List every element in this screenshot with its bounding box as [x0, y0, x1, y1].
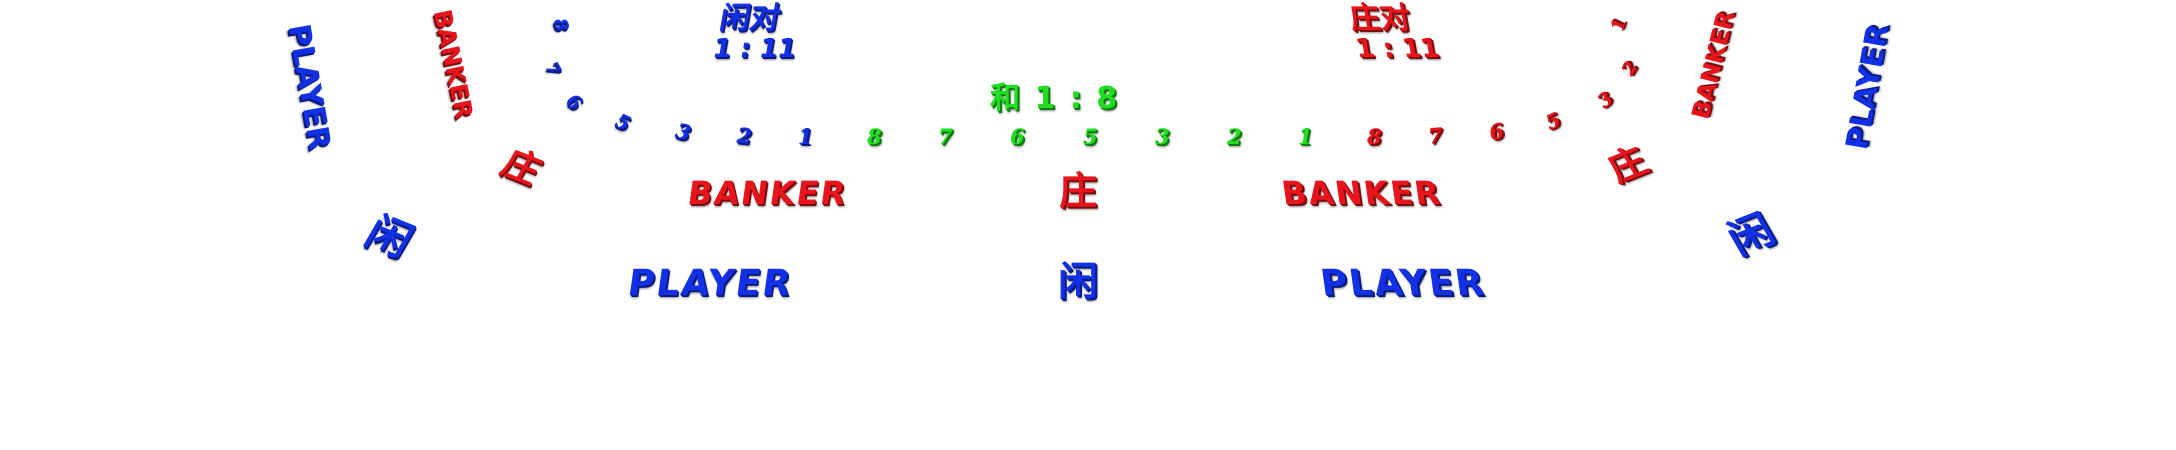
seat-number-red-2: 2	[1617, 58, 1643, 80]
seat-number-green-6: 6	[1010, 124, 1025, 149]
seat-number-blue-1: 1	[798, 124, 813, 149]
player-arc-cn-left[interactable]: 闲	[357, 207, 422, 266]
player-bet-label-cn[interactable]: 闲	[1058, 259, 1098, 305]
seat-number-red-1: 1	[1607, 16, 1631, 34]
seat-number-blue-3: 3	[673, 117, 694, 146]
right-player-side-label: PLAYER	[1839, 21, 1897, 153]
player-bet-label-left[interactable]: PLAYER	[625, 263, 796, 304]
seat-number-green-8: 8	[867, 124, 882, 149]
seat-number-green-3: 3	[1155, 124, 1170, 149]
seat-number-blue-2: 2	[735, 122, 753, 149]
player-pair-odds: 1 : 11	[710, 34, 799, 64]
seat-number-blue-8: 8	[548, 16, 573, 34]
banker-bet-label-left[interactable]: BANKER	[685, 174, 850, 212]
banker-arc-cn-left[interactable]: 庄	[494, 142, 549, 193]
seat-number-red-5: 5	[1541, 107, 1565, 135]
seat-number-blue-6: 6	[561, 89, 587, 115]
seat-number-green-7: 7	[938, 124, 953, 149]
seat-number-red-8: 8	[1367, 124, 1382, 149]
banker-pair-label[interactable]: 庄对	[1346, 1, 1413, 36]
seat-number-green-5: 5	[1083, 124, 1098, 149]
banker-bet-label-right[interactable]: BANKER	[1279, 174, 1444, 212]
seat-number-red-7: 7	[1426, 122, 1444, 149]
player-pair-label[interactable]: 闲对	[717, 1, 784, 36]
seat-number-green-1: 1	[1298, 124, 1313, 149]
banker-arc-cn-right[interactable]: 庄	[1600, 140, 1655, 191]
seat-number-green-2: 2	[1227, 124, 1242, 149]
seat-number-red-6: 6	[1486, 117, 1507, 146]
player-bet-label-right[interactable]: PLAYER	[1318, 263, 1488, 304]
tie-bet-label[interactable]: 和 1 : 8	[990, 81, 1120, 116]
seat-number-blue-7: 7	[540, 58, 565, 80]
left-banker-side-label: BANKER	[428, 7, 479, 121]
seat-number-blue-5: 5	[611, 108, 635, 136]
banker-pair-odds: 1 : 11	[1353, 34, 1442, 64]
left-player-side-label: PLAYER	[280, 21, 338, 153]
right-banker-side-label: BANKER	[1686, 8, 1741, 122]
player-arc-cn-right[interactable]: 闲	[1718, 205, 1783, 264]
seat-number-red-3: 3	[1593, 87, 1618, 113]
banker-bet-label-cn[interactable]: 庄	[1059, 169, 1098, 213]
